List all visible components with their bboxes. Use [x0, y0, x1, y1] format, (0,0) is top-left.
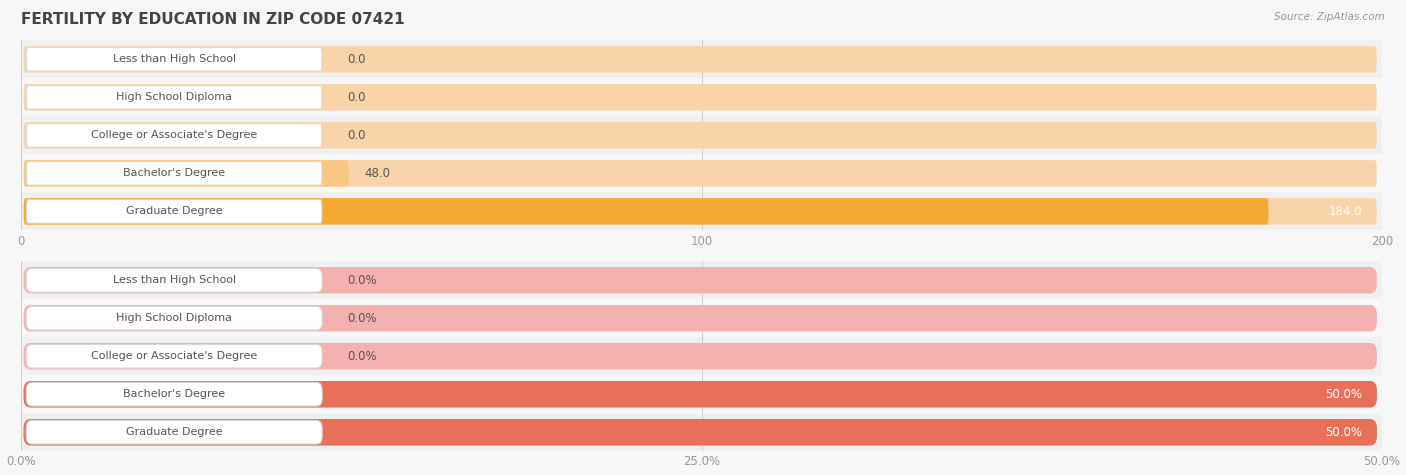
- FancyBboxPatch shape: [27, 124, 322, 147]
- Text: Graduate Degree: Graduate Degree: [127, 427, 222, 437]
- Bar: [21, 154, 1382, 192]
- Bar: [21, 192, 1382, 230]
- FancyBboxPatch shape: [24, 46, 1376, 73]
- Text: 50.0%: 50.0%: [1324, 426, 1361, 439]
- FancyBboxPatch shape: [24, 419, 1376, 446]
- Text: Bachelor's Degree: Bachelor's Degree: [124, 168, 225, 179]
- Text: 0.0: 0.0: [347, 53, 366, 66]
- Text: Less than High School: Less than High School: [112, 275, 236, 285]
- FancyBboxPatch shape: [24, 122, 1376, 149]
- Text: 184.0: 184.0: [1329, 205, 1361, 218]
- Text: 0.0%: 0.0%: [347, 274, 377, 287]
- FancyBboxPatch shape: [24, 160, 1376, 187]
- Bar: [21, 299, 1382, 337]
- FancyBboxPatch shape: [24, 267, 1376, 294]
- FancyBboxPatch shape: [27, 306, 322, 330]
- Text: FERTILITY BY EDUCATION IN ZIP CODE 07421: FERTILITY BY EDUCATION IN ZIP CODE 07421: [21, 12, 405, 27]
- Text: 0.0%: 0.0%: [347, 312, 377, 325]
- Text: 48.0: 48.0: [364, 167, 389, 180]
- FancyBboxPatch shape: [24, 198, 1376, 225]
- FancyBboxPatch shape: [24, 381, 1376, 408]
- FancyBboxPatch shape: [27, 86, 322, 109]
- FancyBboxPatch shape: [24, 343, 1376, 370]
- Bar: [21, 116, 1382, 154]
- FancyBboxPatch shape: [27, 268, 322, 292]
- FancyBboxPatch shape: [24, 381, 1376, 408]
- FancyBboxPatch shape: [24, 305, 1376, 332]
- FancyBboxPatch shape: [27, 382, 322, 406]
- Text: Less than High School: Less than High School: [112, 54, 236, 65]
- Bar: [21, 413, 1382, 451]
- Bar: [21, 337, 1382, 375]
- FancyBboxPatch shape: [24, 160, 349, 187]
- Text: Bachelor's Degree: Bachelor's Degree: [124, 389, 225, 399]
- FancyBboxPatch shape: [27, 344, 322, 368]
- FancyBboxPatch shape: [24, 84, 1376, 111]
- Text: Graduate Degree: Graduate Degree: [127, 206, 222, 217]
- Text: College or Associate's Degree: College or Associate's Degree: [91, 130, 257, 141]
- Bar: [21, 78, 1382, 116]
- FancyBboxPatch shape: [24, 419, 1376, 446]
- Text: 0.0: 0.0: [347, 129, 366, 142]
- FancyBboxPatch shape: [27, 420, 322, 444]
- Text: Source: ZipAtlas.com: Source: ZipAtlas.com: [1274, 12, 1385, 22]
- Text: 0.0: 0.0: [347, 91, 366, 104]
- FancyBboxPatch shape: [27, 162, 322, 185]
- FancyBboxPatch shape: [24, 198, 1268, 225]
- Bar: [21, 40, 1382, 78]
- FancyBboxPatch shape: [27, 48, 322, 71]
- Text: High School Diploma: High School Diploma: [117, 92, 232, 103]
- FancyBboxPatch shape: [27, 200, 322, 223]
- Bar: [21, 261, 1382, 299]
- Text: College or Associate's Degree: College or Associate's Degree: [91, 351, 257, 361]
- Text: 50.0%: 50.0%: [1324, 388, 1361, 401]
- Bar: [21, 375, 1382, 413]
- Text: High School Diploma: High School Diploma: [117, 313, 232, 323]
- Text: 0.0%: 0.0%: [347, 350, 377, 363]
